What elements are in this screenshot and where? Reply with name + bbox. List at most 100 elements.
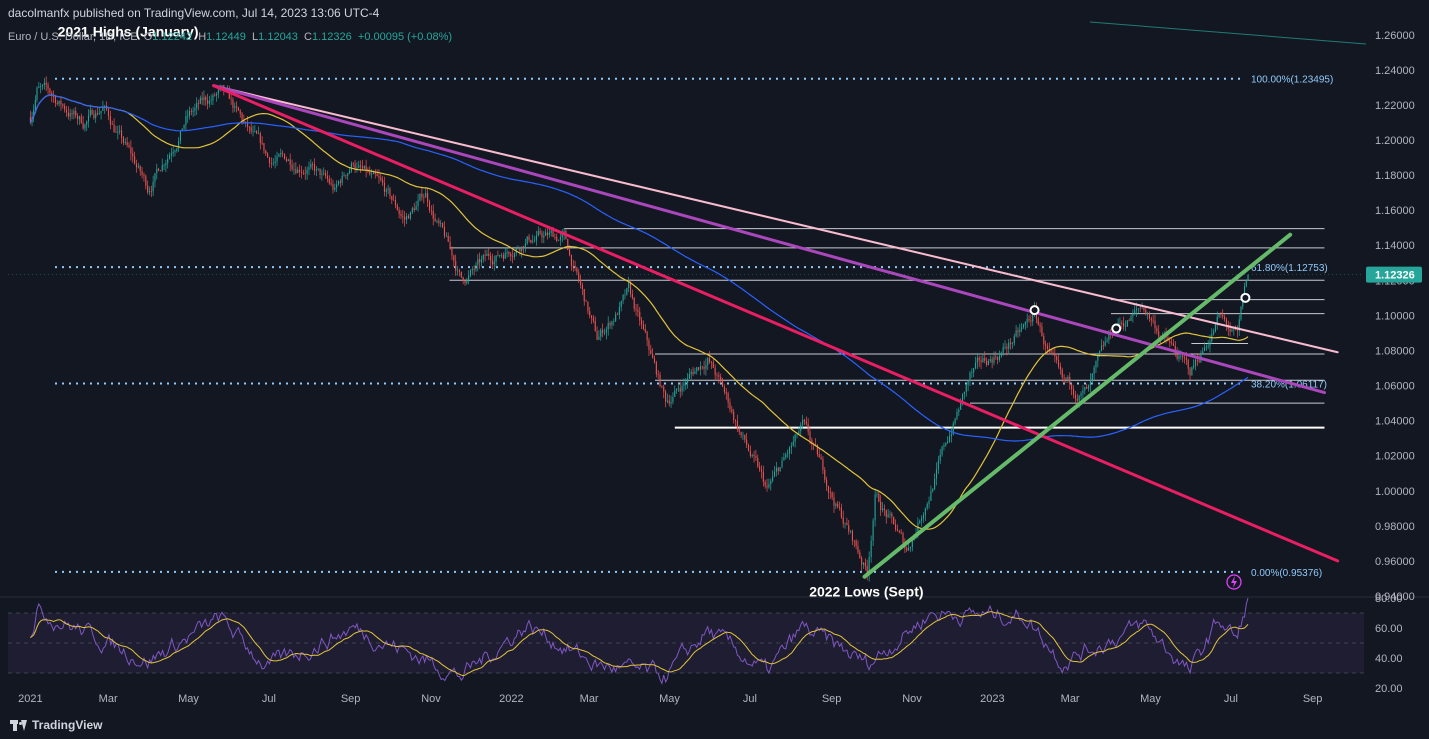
candle-body [1039, 324, 1041, 327]
candle-body [859, 552, 861, 558]
pivot-marker [1029, 305, 1040, 316]
candle-body [315, 169, 317, 171]
candle-body [167, 159, 169, 164]
candle-body [313, 164, 316, 171]
candle-body [773, 471, 776, 477]
candle-body [394, 199, 397, 206]
candle-body [212, 95, 214, 101]
candle-body [493, 261, 495, 265]
candle-body [764, 481, 766, 486]
candle-body [95, 113, 97, 119]
candle-body [396, 205, 398, 211]
candle-body [665, 391, 667, 402]
candle-body [243, 120, 245, 123]
candle-body [840, 507, 842, 518]
candle-body [1225, 319, 1227, 325]
candle-body [168, 155, 171, 160]
trendline-light [212, 84, 1339, 354]
time-tick-label: Jul [262, 693, 276, 705]
tradingview-logo-icon [10, 719, 27, 731]
candle-body [289, 159, 291, 166]
candle-body [1242, 299, 1244, 307]
candle-body [893, 516, 895, 525]
candle-body [376, 174, 378, 177]
candle-body [87, 115, 90, 122]
candle-body [807, 423, 809, 432]
candle-body [1000, 352, 1002, 356]
candle-body [969, 372, 971, 381]
candle-body [479, 259, 481, 263]
candle-body [861, 557, 863, 565]
candle-body [971, 372, 973, 373]
candle-body [188, 111, 191, 116]
candle-body [137, 166, 139, 168]
candle-body [43, 82, 45, 85]
candle-body [1010, 342, 1012, 344]
candle-body [1156, 328, 1158, 332]
candle-body [115, 131, 117, 133]
candle-body [1100, 345, 1103, 351]
candle-body [620, 300, 622, 308]
candle-body [453, 255, 455, 262]
candle-body [788, 447, 791, 454]
candle-body [389, 188, 391, 196]
candle-body [615, 314, 617, 322]
candle-body [696, 367, 698, 372]
fib-label: 38.20%(1.06117) [1251, 379, 1327, 390]
candle-body [427, 192, 429, 202]
candle-body [909, 546, 912, 549]
candle-body [497, 255, 499, 257]
candle-body [663, 386, 665, 392]
pivot-marker [1240, 292, 1251, 303]
candle-body [594, 320, 596, 332]
candle-body [80, 116, 82, 123]
candle-body [973, 368, 975, 373]
price-tick-label: 1.20000 [1375, 135, 1415, 147]
candle-body [685, 382, 687, 384]
trendline-green [862, 232, 1293, 579]
tradingview-brand[interactable]: TradingView [10, 718, 102, 732]
candle-body [811, 439, 813, 444]
candle-body [174, 150, 176, 153]
candle-body [1220, 314, 1222, 315]
candle-body [751, 455, 753, 456]
candle-body [451, 247, 453, 256]
candle-body [432, 210, 434, 219]
candle-body [835, 503, 837, 506]
candle-body [1061, 369, 1063, 378]
candle-body [1185, 358, 1187, 360]
candle-body [734, 419, 737, 422]
fib-label: 0.00%(0.95376) [1251, 568, 1322, 579]
candle-body [1015, 330, 1017, 337]
candle-body [642, 324, 644, 330]
price-tick-label: 1.06000 [1375, 381, 1415, 393]
rsi-moving-average-line [30, 611, 1249, 677]
candle-body [1158, 331, 1160, 337]
candle-body [196, 103, 198, 109]
alert-bolt [1231, 576, 1237, 588]
candle-body [822, 459, 824, 470]
candle-body [1139, 308, 1141, 310]
rsi-tick-label: 20.00 [1375, 683, 1403, 695]
candle-body [887, 514, 889, 517]
candle-body [501, 255, 503, 256]
candle-body [818, 454, 820, 458]
candle-body [297, 169, 299, 174]
candle-body [921, 518, 923, 521]
open-value: 1.12242 [152, 31, 193, 43]
candle-body [267, 153, 269, 158]
candle-body [692, 372, 694, 374]
candle-body [720, 376, 722, 381]
candle-body [1022, 324, 1025, 328]
candle-body [687, 378, 689, 383]
fib-label: 61.80%(1.12753) [1251, 263, 1328, 274]
price-tick-label: 1.24000 [1375, 65, 1415, 77]
candle-body [1148, 313, 1151, 319]
candle-body [857, 545, 859, 553]
candle-body [1097, 355, 1099, 361]
candle-body [1141, 307, 1143, 309]
candle-body [554, 236, 556, 238]
candle-body [361, 166, 363, 169]
candle-body [926, 504, 928, 509]
